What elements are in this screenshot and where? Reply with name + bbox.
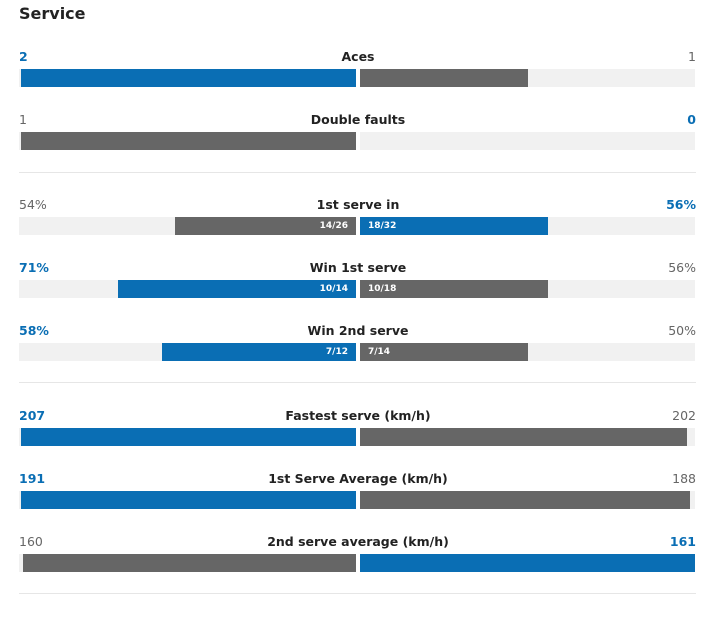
stat-value: 1 bbox=[688, 49, 696, 64]
stat-value: 160 bbox=[19, 534, 43, 549]
stat-value: 1 bbox=[19, 112, 27, 127]
bar bbox=[360, 554, 695, 572]
stat-value: 71% bbox=[19, 260, 49, 275]
stat-value: 191 bbox=[19, 471, 46, 486]
bar bbox=[360, 69, 528, 87]
bar-detail: 10/18 bbox=[368, 284, 397, 294]
stat-value: 56% bbox=[668, 260, 696, 275]
bar-detail: 18/32 bbox=[368, 221, 397, 231]
stat-value: 54% bbox=[19, 197, 47, 212]
bar bbox=[21, 491, 356, 509]
stat-value: 58% bbox=[19, 323, 49, 338]
bar bbox=[21, 69, 356, 87]
stat-value: 50% bbox=[668, 323, 696, 338]
bar bbox=[175, 217, 356, 235]
bar bbox=[21, 132, 356, 150]
stat-value: 2 bbox=[19, 49, 28, 64]
stat-label: Double faults bbox=[310, 112, 406, 127]
stat-label: 1st serve in bbox=[316, 197, 400, 212]
bar bbox=[23, 554, 356, 572]
stat-label: Fastest serve (km/h) bbox=[285, 408, 431, 423]
stat-label: Aces bbox=[341, 49, 375, 64]
bar bbox=[161, 343, 356, 361]
bar bbox=[118, 280, 356, 298]
stat-label: Win 1st serve bbox=[309, 260, 407, 275]
bar-detail: 7/12 bbox=[325, 347, 348, 357]
stat-value: 188 bbox=[672, 471, 696, 486]
stat-value: 207 bbox=[19, 408, 46, 423]
divider bbox=[19, 172, 696, 173]
bar-detail: 7/14 bbox=[368, 347, 391, 357]
bar-detail: 14/26 bbox=[319, 221, 348, 231]
stat-value: 202 bbox=[672, 408, 696, 423]
bar bbox=[360, 217, 548, 235]
bar bbox=[360, 428, 687, 446]
stat-value: 56% bbox=[666, 197, 696, 212]
section-title: Service bbox=[19, 4, 86, 23]
stat-label: Win 2nd serve bbox=[307, 323, 409, 338]
bar bbox=[360, 491, 690, 509]
bar-detail: 10/14 bbox=[319, 284, 348, 294]
stat-label: 2nd serve average (km/h) bbox=[267, 534, 449, 549]
bar bbox=[360, 343, 528, 361]
stat-label: 1st Serve Average (km/h) bbox=[268, 471, 448, 486]
bar bbox=[21, 428, 356, 446]
bar bbox=[360, 280, 548, 298]
divider bbox=[19, 593, 696, 594]
bar-track bbox=[360, 132, 695, 150]
stat-value: 161 bbox=[669, 534, 696, 549]
stat-value: 0 bbox=[687, 112, 696, 127]
divider bbox=[19, 382, 696, 383]
